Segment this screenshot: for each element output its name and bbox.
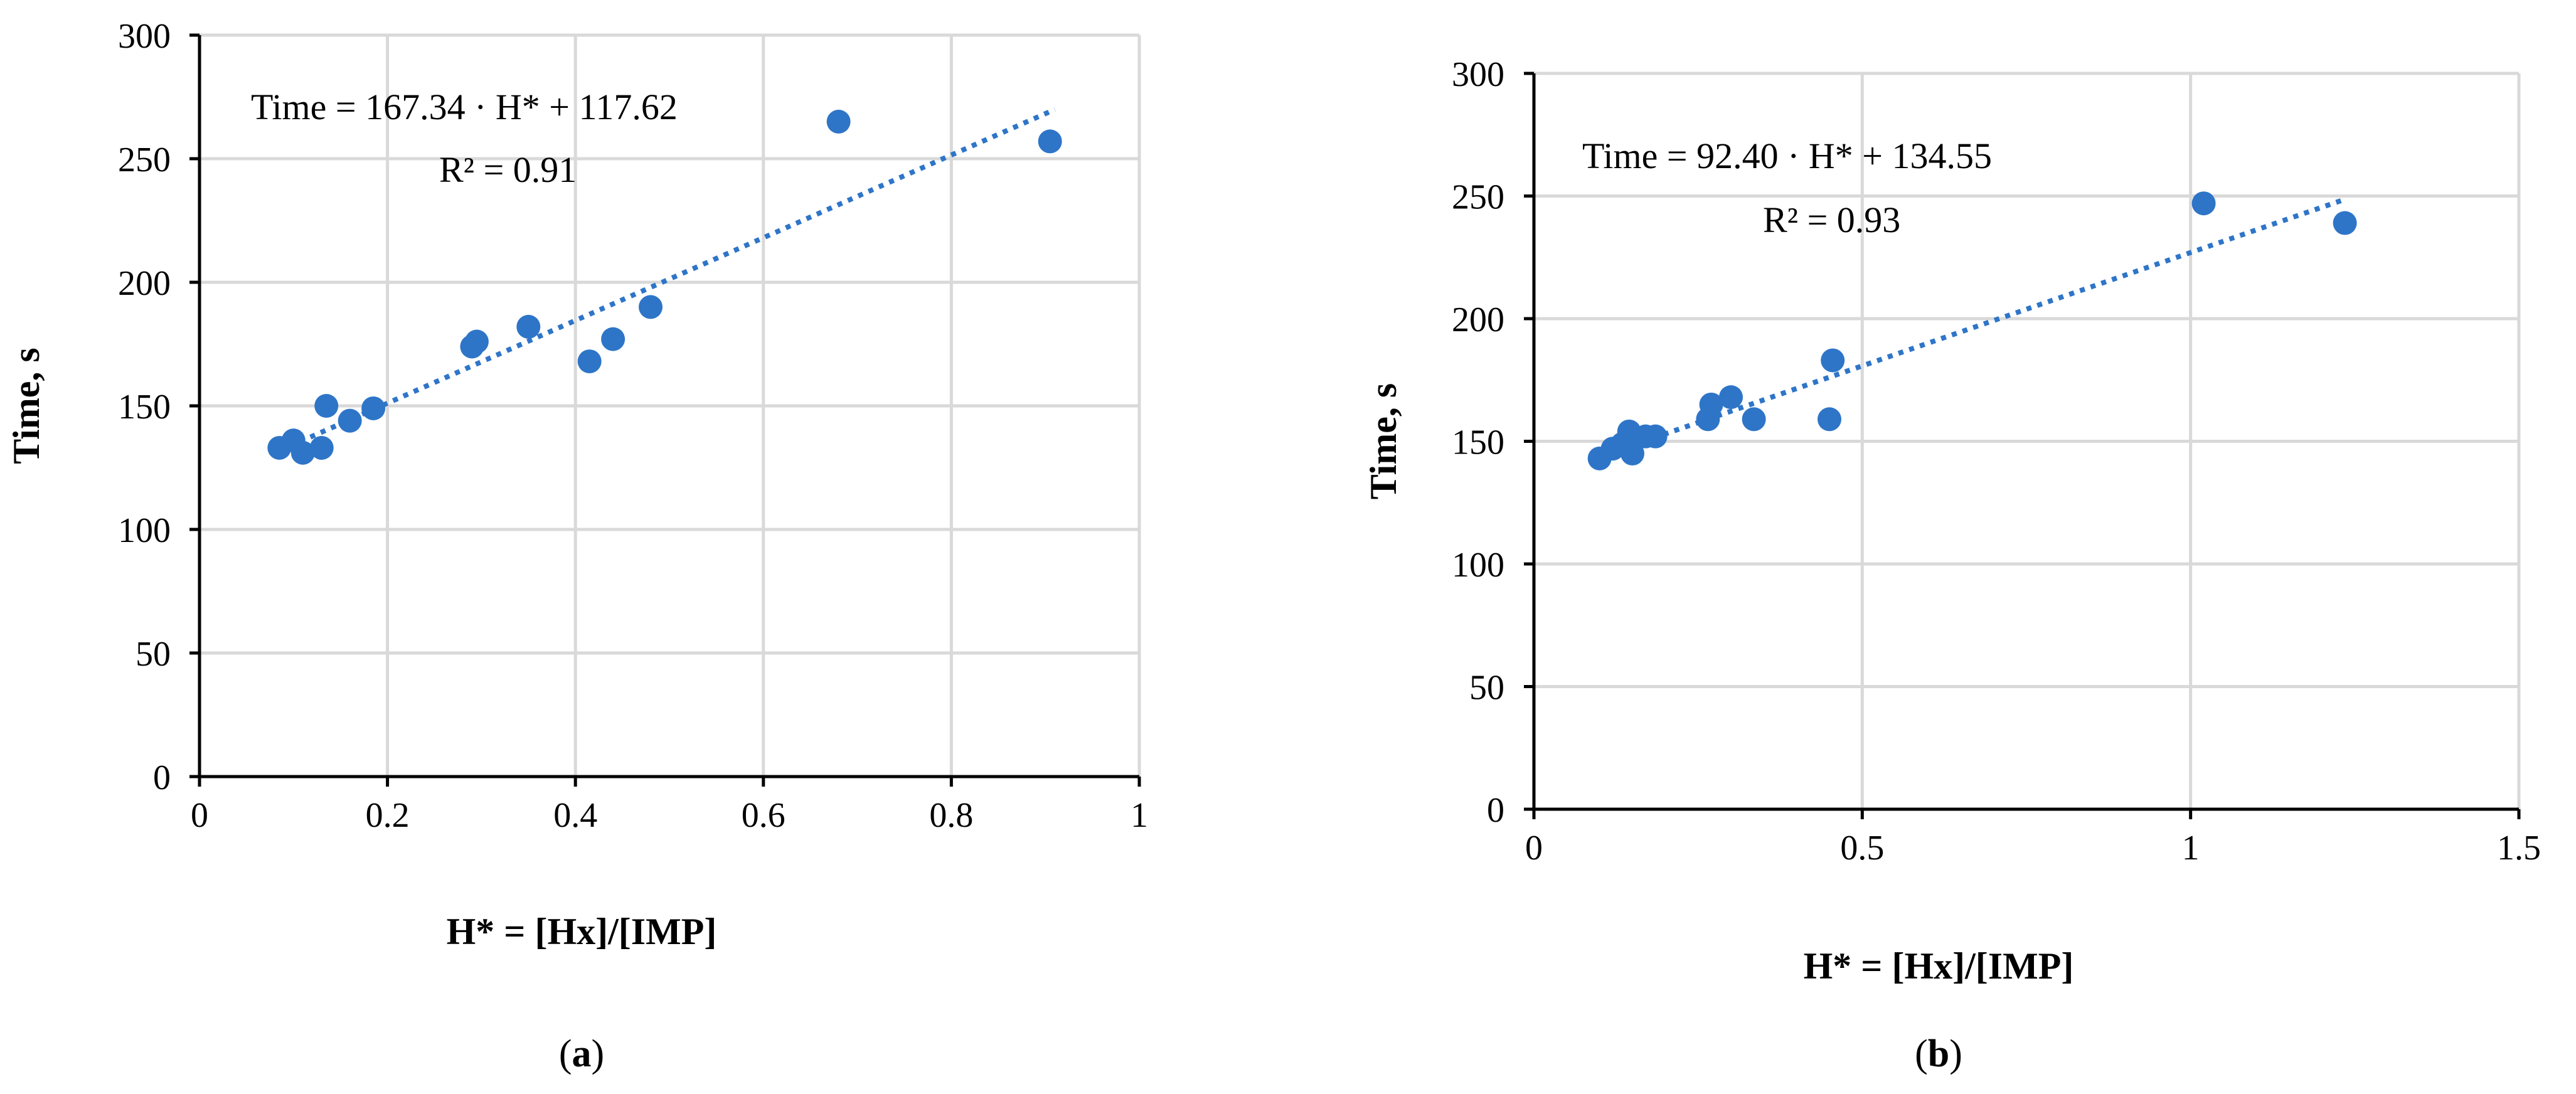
data-point xyxy=(314,394,339,418)
x-tick-label: 0.6 xyxy=(742,796,785,835)
data-point xyxy=(464,329,489,354)
data-point xyxy=(1038,129,1062,154)
data-point xyxy=(1643,424,1668,449)
y-tick-label: 250 xyxy=(118,141,171,179)
y-tick-label: 200 xyxy=(1452,300,1504,339)
data-point xyxy=(1699,392,1723,417)
data-point xyxy=(2333,211,2357,235)
data-point xyxy=(639,295,663,319)
y-tick-label: 50 xyxy=(1469,669,1504,708)
chart-panel-a: 0 0.2 0.4 0.6 0.8 1 0 50 100 150 200 250 300 H* = [Hx… xyxy=(6,17,1148,1075)
trendline-equation: Time = 167.34 · H* + 117.62 xyxy=(251,87,678,127)
panel-label: (b) xyxy=(1915,1033,1962,1075)
r-squared-label: R² = 0.93 xyxy=(1763,199,1900,240)
y-axis-title: Time, s xyxy=(6,348,47,464)
data-point xyxy=(516,314,541,339)
x-tick-label: 0 xyxy=(1525,829,1543,868)
x-tick-label: 1 xyxy=(2182,829,2200,868)
data-point xyxy=(361,396,386,420)
data-point xyxy=(1821,348,1845,373)
y-tick-label: 100 xyxy=(1452,546,1504,585)
x-tick-label: 0.5 xyxy=(1840,829,1884,868)
x-axis-title: H* = [Hx]/[IMP] xyxy=(1804,945,2074,987)
y-tick-label: 0 xyxy=(153,758,171,797)
y-tick-label: 0 xyxy=(1487,791,1504,830)
data-point xyxy=(1719,385,1743,410)
x-tick-label: 0 xyxy=(191,796,208,835)
y-tick-label: 50 xyxy=(136,635,171,674)
y-tick-label: 250 xyxy=(1452,178,1504,217)
data-point xyxy=(1621,442,1644,466)
y-tick-label: 100 xyxy=(118,511,171,550)
x-tick-label: 1.5 xyxy=(2497,829,2541,868)
y-tick-label: 300 xyxy=(118,17,171,56)
data-point xyxy=(290,440,315,465)
y-tick-label: 300 xyxy=(1452,55,1504,94)
y-tick-label: 150 xyxy=(1452,423,1504,462)
x-tick-label: 0.4 xyxy=(553,796,597,835)
data-point xyxy=(601,327,625,351)
trendline-equation: Time = 92.40 · H* + 134.55 xyxy=(1582,135,1992,176)
chart-panel-b: 0 0.5 1 1.5 0 50 100 150 200 250 300 H* = [Hx]/[IMP… xyxy=(1363,55,2541,1075)
y-axis-title: Time, s xyxy=(1363,383,1404,500)
data-point xyxy=(309,435,334,460)
r-squared-label: R² = 0.91 xyxy=(439,149,577,190)
y-tick-label: 150 xyxy=(118,388,171,427)
x-tick-label: 1 xyxy=(1131,796,1148,835)
linear-trendline xyxy=(278,107,1056,454)
data-point xyxy=(577,349,602,374)
x-axis-title: H* = [Hx]/[IMP] xyxy=(447,911,717,952)
data-point xyxy=(826,109,851,134)
panel-label: (a) xyxy=(559,1033,604,1075)
data-point xyxy=(2191,191,2216,216)
y-tick-label: 200 xyxy=(118,264,171,303)
data-point xyxy=(338,408,362,433)
x-tick-label: 0.8 xyxy=(929,796,973,835)
x-tick-label: 0.2 xyxy=(366,796,410,835)
data-point xyxy=(1742,407,1766,432)
data-point xyxy=(1818,407,1841,432)
